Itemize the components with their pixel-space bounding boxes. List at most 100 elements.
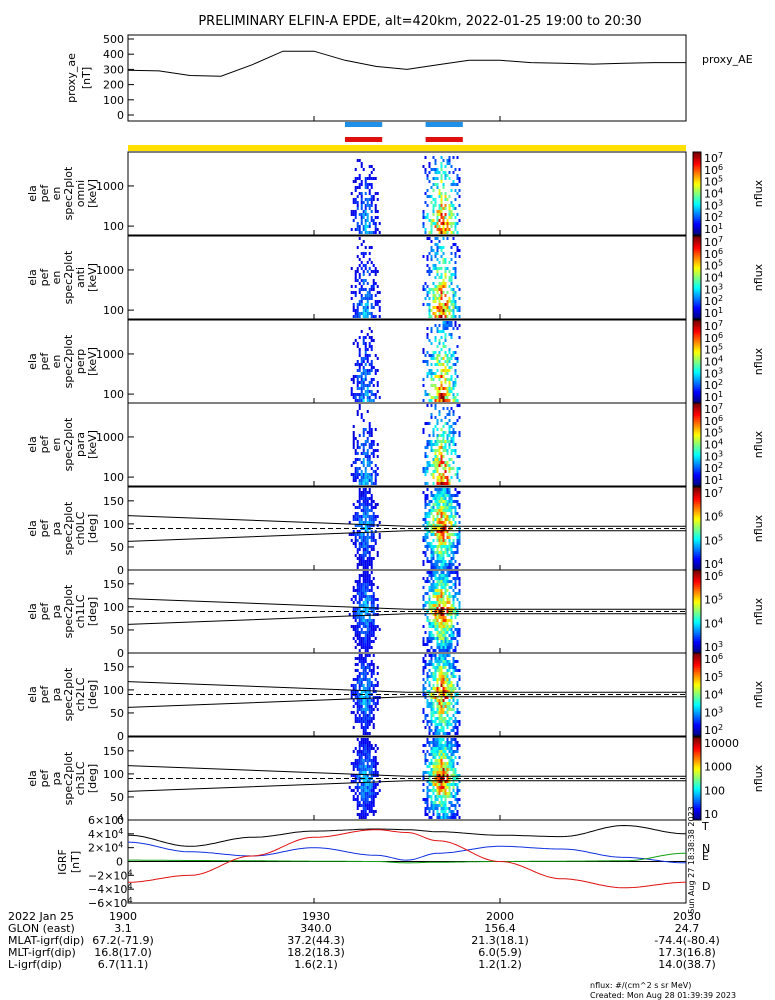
- spec-pixel: [368, 705, 371, 708]
- spec-pixel: [440, 750, 443, 753]
- spec-pixel: [426, 264, 429, 267]
- spec-pixel: [360, 360, 363, 363]
- spec-pixel: [442, 726, 445, 729]
- spec-pixel: [424, 631, 427, 634]
- spec-pixel: [368, 625, 371, 628]
- spec-pixel: [452, 542, 455, 545]
- spec-pixel: [374, 768, 377, 771]
- spec-pixel: [356, 384, 359, 387]
- spec-pixel: [448, 285, 451, 288]
- spec-pixel: [370, 500, 373, 503]
- spec-pixel: [358, 375, 361, 378]
- spec-pixel: [428, 634, 431, 637]
- spec-ylabel: ela: [26, 185, 39, 202]
- spec-pixel: [360, 789, 363, 792]
- colorbar-segment: [693, 246, 701, 249]
- spec-pixel: [438, 434, 441, 437]
- spec-ylabel: spec2plot: [62, 166, 75, 220]
- spec-pixel: [444, 416, 447, 419]
- spec-pixel: [442, 663, 445, 666]
- spec-pixel: [356, 693, 359, 696]
- spec-pixel: [452, 804, 455, 807]
- spec-pixel: [370, 288, 373, 291]
- colorbar-segment: [693, 373, 701, 377]
- spec-pixel: [454, 637, 457, 640]
- spec-pixel: [364, 312, 367, 315]
- spec-pixel: [442, 554, 445, 557]
- spec-pixel: [370, 663, 373, 666]
- spec-pixel: [434, 723, 437, 726]
- ae-tick-label: 500: [103, 33, 124, 46]
- spec-pixel: [450, 551, 453, 554]
- antilosscone-line: [127, 696, 686, 708]
- spec-pixel: [438, 610, 441, 613]
- spec-pixel: [368, 574, 371, 577]
- colorbar-segment: [693, 216, 701, 219]
- spec-pixel: [370, 503, 373, 506]
- colorbar-label: nflux: [752, 764, 765, 792]
- colorbar-tick-label: 1000: [704, 761, 732, 774]
- spec-pixel: [360, 180, 363, 183]
- spec-pixel: [436, 557, 439, 560]
- spec-pixel: [452, 413, 455, 416]
- spec-pixel: [436, 273, 439, 276]
- footer-cell: 6.7(11.1): [98, 958, 149, 971]
- spec-pixel: [430, 473, 433, 476]
- spec-pixel: [456, 669, 459, 672]
- spec-pixel: [354, 631, 357, 634]
- spec-pixel: [448, 369, 451, 372]
- spec-pixel: [374, 354, 377, 357]
- spec-pixel: [440, 297, 443, 300]
- spec-pixel: [352, 198, 355, 201]
- spec-pixel: [424, 687, 427, 690]
- spec-pixel: [436, 616, 439, 619]
- spec-pixel: [362, 201, 365, 204]
- spec-pixel: [428, 684, 431, 687]
- spec-ylabel: spec2plot: [62, 501, 75, 555]
- spec-pixel: [356, 201, 359, 204]
- spec-pixel: [370, 789, 373, 792]
- spec-pixel: [362, 270, 365, 273]
- spec-pixel: [422, 467, 425, 470]
- spec-pixel: [370, 336, 373, 339]
- spec-pixel: [426, 291, 429, 294]
- spec-pixel: [422, 798, 425, 801]
- spec-pixel: [354, 396, 357, 399]
- colorbar-segment: [693, 357, 701, 360]
- footer-cell: 2022 Jan 25: [8, 910, 74, 923]
- colorbar-segment: [693, 657, 701, 660]
- spec-pixel: [440, 762, 443, 765]
- spec-pixel: [368, 560, 371, 563]
- losscone-line: [127, 598, 686, 610]
- spec-pixel: [454, 533, 457, 536]
- spec-pixel: [444, 646, 447, 649]
- zone-bar-blue: [345, 122, 383, 127]
- spec-pixel: [456, 681, 459, 684]
- spec-pixel: [438, 378, 441, 381]
- spec-pixel: [430, 610, 433, 613]
- spec-pixel: [444, 654, 447, 657]
- colorbar-segment: [693, 694, 701, 698]
- spec-pixel: [370, 708, 373, 711]
- spec-pixel: [360, 699, 363, 702]
- spec-pixel: [456, 571, 459, 574]
- spec-pixel: [370, 795, 373, 798]
- spec-pixel: [430, 804, 433, 807]
- spec-pixel: [424, 288, 427, 291]
- spec-pixel: [442, 816, 445, 819]
- spec-pixel: [438, 449, 441, 452]
- spec-pixel: [440, 387, 443, 390]
- spec-pixel: [436, 419, 439, 422]
- spec-pixel: [422, 687, 425, 690]
- colorbar-segment: [693, 477, 701, 481]
- spec-pixel: [422, 708, 425, 711]
- spec-pixel: [358, 675, 361, 678]
- spec-pixel: [456, 774, 459, 777]
- colorbar-segment: [693, 507, 701, 511]
- spec-pixel: [422, 378, 425, 381]
- spec-pixel: [426, 455, 429, 458]
- spec-pixel: [432, 249, 435, 252]
- spec-pixel: [432, 583, 435, 586]
- spec-pixel: [446, 583, 449, 586]
